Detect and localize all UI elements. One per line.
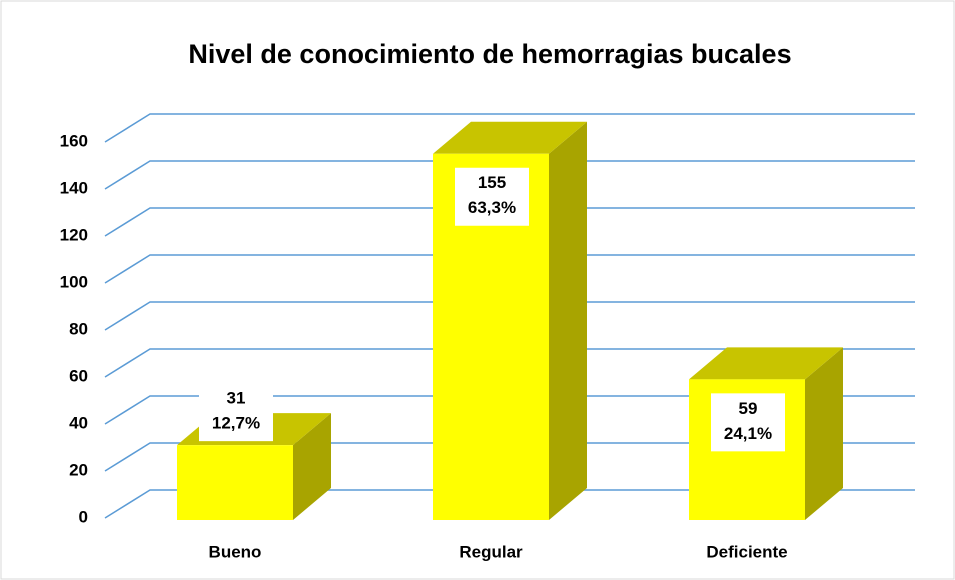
x-tick-label: Bueno (209, 542, 262, 561)
grid-line (104, 442, 915, 472)
grid-line (104, 254, 915, 284)
data-label-box (711, 393, 785, 452)
grid-line (104, 160, 915, 190)
data-label-box (199, 383, 273, 442)
bar-top (689, 347, 843, 380)
chart-title: Nivel de conocimiento de hemorragias buc… (188, 39, 791, 69)
y-tick-label: 140 (60, 178, 88, 197)
y-tick-label: 20 (69, 460, 88, 479)
grid-line (104, 395, 915, 425)
x-tick-label: Regular (459, 542, 523, 561)
bar-side (549, 121, 587, 520)
grid-line (104, 113, 915, 143)
y-tick-label: 40 (69, 413, 88, 432)
grid-line (104, 348, 915, 378)
bar-top (433, 121, 587, 154)
bar-side (293, 413, 331, 520)
data-label-box (455, 167, 529, 226)
grid-line (104, 489, 915, 519)
x-tick-label: Deficiente (706, 542, 787, 561)
data-label: 31 (227, 389, 246, 408)
bar-front (177, 445, 293, 520)
y-tick-label: 60 (69, 366, 88, 385)
y-tick-label: 120 (60, 225, 88, 244)
percent-label: 24,1% (724, 424, 772, 443)
y-tick-label: 100 (60, 272, 88, 291)
grid-line (104, 207, 915, 237)
data-label: 59 (739, 399, 758, 418)
y-tick-label: 160 (60, 131, 88, 150)
y-tick-label: 0 (79, 507, 88, 526)
grid-line (104, 301, 915, 331)
percent-label: 12,7% (212, 414, 260, 433)
data-label: 155 (478, 173, 506, 192)
percent-label: 63,3% (468, 198, 516, 217)
y-tick-label: 80 (69, 319, 88, 338)
bar-side (805, 347, 843, 520)
